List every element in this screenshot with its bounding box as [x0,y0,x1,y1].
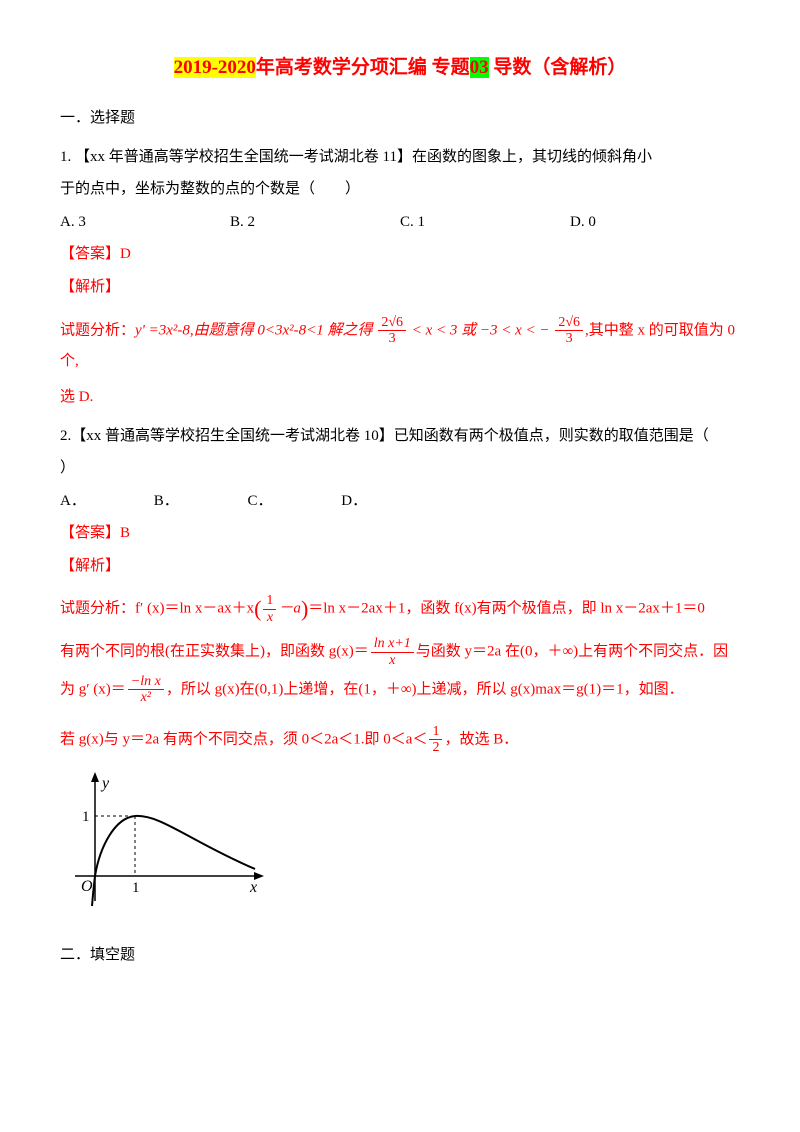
q1-analysis-line2: 选 D. [60,383,740,412]
q2-line4-frac: 12 [429,724,442,756]
y-arrow-icon [91,772,99,782]
page-title: 2019-2020年高考数学分项汇编 专题03 导数（含解析） [60,50,740,86]
q1-option-c: C. 1 [400,208,570,237]
q2-option-a: A． [60,487,150,516]
q2-line3-frac: −ln xx² [128,674,164,706]
q2-line2-a: 有两个不同的根(在正实数集上)，即函数 g(x)＝ [60,644,369,660]
q2-line2-frac: ln x+1x [371,636,414,668]
q2-graph-svg: y x O 1 1 [60,766,270,916]
q1-stem-line1: 1. 【xx 年普通高等学校招生全国统一考试湖北卷 11】在函数的图象上，其切线… [60,143,740,172]
title-part4: 导数（含解析） [489,57,627,78]
q2-analysis-label: 【解析】 [60,552,740,581]
x-label: x [249,879,257,896]
title-part2: 年高考数学分项汇编 专题 [256,57,470,78]
q2-option-c: C． [248,487,338,516]
q1-option-a: A. 3 [60,208,230,237]
q2-line2-b: 与函数 y＝2a 在(0，＋∞)上有两个不同交点．因 [416,644,728,660]
q2-options: A． B． C． D． [60,487,740,516]
q1-option-b: B. 2 [230,208,400,237]
q2-analysis-line2: 有两个不同的根(在正实数集上)，即函数 g(x)＝ln x+1x与函数 y＝2a… [60,636,740,668]
origin-label: O [81,878,93,895]
q2-analysis-line3: 为 g′ (x)＝−ln xx²，所以 g(x)在(0,1)上递增，在(1，＋∞… [60,674,740,706]
q1-analysis-body1: y' =3x²-8,由题意得 0<3x²-8<1 解之得 [135,322,376,338]
q2-line4-a: 若 g(x)与 y＝2a 有两个不同交点，须 0＜2a＜1.即 0＜a＜ [60,731,427,747]
lparen-icon: ( [254,596,261,621]
q2-analysis-line4: 若 g(x)与 y＝2a 有两个不同交点，须 0＜2a＜1.即 0＜a＜12，故… [60,724,740,756]
title-part1: 2019-2020 [174,57,256,78]
q1-options: A. 3 B. 2 C. 1 D. 0 [60,208,740,237]
q1-stem-line2: 于的点中，坐标为整数的点的个数是（ ） [60,175,740,204]
q2-stem-line1: 2.【xx 普通高等学校招生全国统一考试湖北卷 10】已知函数有两个极值点，则实… [60,422,740,451]
q1-answer: 【答案】D [60,240,740,269]
title-part3: 03 [470,57,489,78]
q2-line1-b: ＝ln x－2ax＋1，函数 f(x)有两个极值点，即 ln x－2ax＋1＝0 [308,601,705,617]
q2-line1-paren-frac: 1x [263,593,276,625]
curve [92,815,255,905]
q2-option-d: D． [341,487,431,516]
q1-frac1: 2√63 [378,315,406,347]
q2-line3-b: ，所以 g(x)在(0,1)上递增，在(1，＋∞)上递减，所以 g(x)max＝… [166,681,684,697]
q1-option-d: D. 0 [570,208,740,237]
q1-analysis-line1: 试题分析：y' =3x²-8,由题意得 0<3x²-8<1 解之得 2√63 <… [60,315,740,375]
q2-graph: y x O 1 1 [60,766,740,927]
y-label: y [100,775,110,792]
q1-analysis-mid: < x < 3 或 −3 < x < − [408,322,553,338]
section-2-heading: 二．填空题 [60,941,740,970]
q2-analysis-line1: 试题分析：f′ (x)＝ln x－ax＋x(1x－a)＝ln x－2ax＋1，函… [60,588,740,630]
q2-line3-a: 为 g′ (x)＝ [60,681,126,697]
q2-answer: 【答案】B [60,519,740,548]
section-1-heading: 一．选择题 [60,104,740,133]
x-tick-1: 1 [132,880,140,896]
q1-frac2: 2√63 [555,315,583,347]
q2-stem-line2: ） [60,454,740,483]
q2-line1-paren-rest: －a [278,601,301,617]
q1-analysis-label: 【解析】 [60,273,740,302]
q1-analysis-prefix: 试题分析： [60,322,135,338]
q2-line1-a: 试题分析：f′ (x)＝ln x－ax＋x [60,601,254,617]
q2-line4-b: ，故选 B． [444,731,518,747]
y-tick-1: 1 [82,809,90,825]
q2-option-b: B． [154,487,244,516]
